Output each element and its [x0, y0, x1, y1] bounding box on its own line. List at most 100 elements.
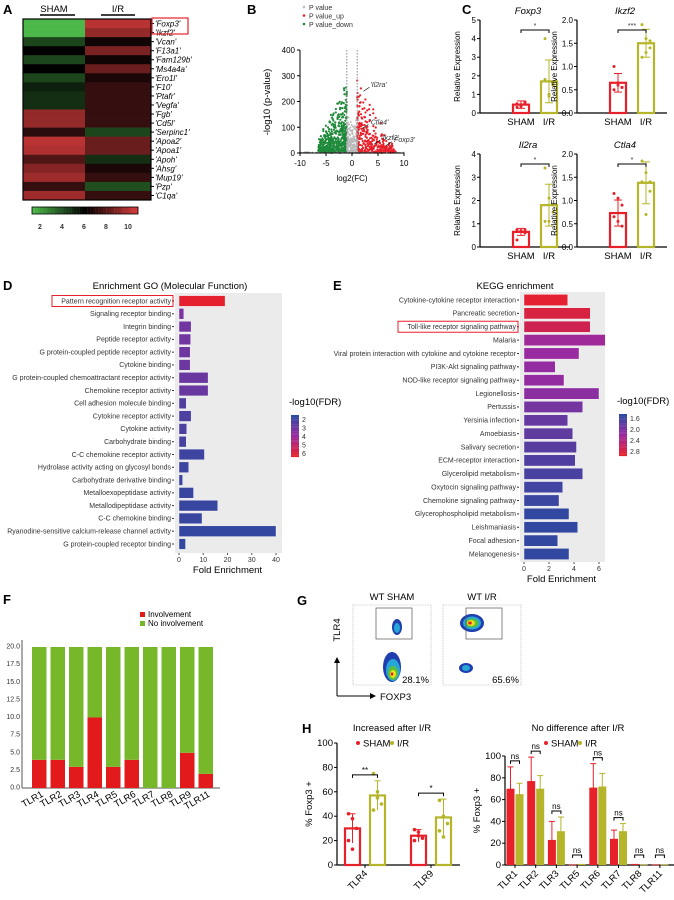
colorbar-tick-label: 10 [124, 224, 132, 231]
x-tick-label: 4 [572, 566, 576, 573]
data-point [437, 798, 442, 803]
legend-gradient [291, 415, 299, 417]
data-point [375, 796, 380, 800]
y-axis-label: Relative Expression [550, 165, 559, 236]
bar [651, 864, 660, 866]
category-label: Signaling receptor binding [90, 311, 171, 318]
colorbar-segment [42, 207, 46, 214]
gate-percent: 28.1% [402, 675, 429, 686]
y-tick-label: 0.0 [562, 109, 574, 118]
down-point [337, 137, 340, 140]
down-point [331, 117, 334, 121]
enrichment-bar [523, 294, 568, 306]
data-point [644, 37, 648, 41]
y-tick-label: 0 [328, 860, 333, 871]
colorbar-segment [32, 207, 35, 214]
panel-label-g: G [297, 593, 307, 608]
colorbar-segment [66, 207, 70, 214]
y-axis-label: % Foxp3 + [304, 781, 315, 827]
y-tick-label: 0.0 [10, 785, 20, 792]
stacked-bar-segment [32, 759, 47, 788]
up-point [384, 149, 387, 152]
data-point [547, 196, 551, 200]
axis-arrows [336, 661, 372, 697]
annotation-label: 'Foxp3' [393, 137, 416, 144]
data-point [412, 827, 417, 832]
data-point [648, 180, 652, 184]
significance-label: * [534, 157, 537, 164]
bar [577, 863, 586, 865]
legend-title: -log10(FDR) [289, 397, 341, 408]
enrichment-bar [178, 333, 191, 345]
legend-gradient [619, 425, 627, 427]
down-point [344, 127, 347, 130]
category-label: Viral protein interaction with cytokine … [334, 351, 517, 358]
up-point [388, 144, 391, 147]
down-point [329, 113, 333, 117]
legend-label: Involvement [148, 610, 192, 619]
significance-bracket [418, 792, 444, 797]
legend-gradient [619, 454, 627, 457]
enrichment-bar [523, 481, 563, 493]
colorbar-segment [87, 207, 91, 214]
down-point [341, 133, 344, 136]
colorbar-segment [61, 207, 64, 214]
ns-point [351, 125, 354, 128]
legend-label: No involvement [148, 619, 204, 628]
colorbar-segment [114, 207, 117, 214]
colorbar-segment [127, 207, 131, 214]
y-tick-label: 20.0 [6, 644, 20, 651]
heatmap-cell [85, 73, 151, 83]
colorbar-segment [69, 207, 72, 214]
colorbar-tick-label: 2 [38, 224, 42, 231]
legend-dot [356, 741, 360, 745]
data-point [543, 78, 547, 82]
chart-title: KEGG enrichment [476, 281, 553, 292]
up-point [372, 145, 375, 148]
down-point [337, 146, 340, 149]
category-label: Legionellosis [476, 391, 517, 398]
up-point [362, 129, 365, 132]
legend-dot [578, 741, 582, 745]
down-point [326, 141, 329, 144]
up-point [374, 135, 377, 138]
stacked-bar-segment [180, 647, 195, 753]
heatmap-cell [85, 64, 151, 74]
legend-dot [302, 5, 306, 9]
enrichment-bar [178, 525, 277, 537]
significance-bracket [617, 29, 647, 33]
data-point [523, 231, 527, 235]
column-label: I/R [112, 4, 124, 15]
significance-label: ns [531, 742, 539, 751]
heatmap-cell [23, 46, 85, 56]
legend-gradient [291, 429, 299, 431]
x-tick-label: 10 [199, 557, 207, 564]
annotation-line [385, 141, 392, 147]
legend-gradient [619, 422, 627, 424]
up-point [377, 144, 380, 147]
down-point [340, 101, 344, 104]
x-tick-label: I/R [640, 117, 652, 128]
chart-title: Foxp3 [515, 6, 542, 17]
down-point [338, 142, 341, 145]
y-tick-label: 1.5 [562, 39, 574, 48]
up-point [372, 112, 375, 115]
colorbar-segment [119, 207, 123, 214]
up-point [383, 134, 386, 137]
down-point [319, 139, 322, 142]
stacked-bar-segment [87, 717, 102, 788]
significance-label: ns [656, 846, 664, 855]
up-point [368, 120, 371, 123]
ns-point [351, 137, 354, 140]
heatmap-cell [85, 163, 151, 174]
y-tick-label: 2 [472, 197, 477, 206]
data-point [620, 85, 624, 89]
down-point [332, 128, 336, 131]
enrichment-bar [178, 384, 209, 397]
panel-label-c: C [462, 2, 472, 17]
y-tick-label: 40 [490, 816, 501, 827]
down-point [317, 143, 320, 147]
y-tick-label: 15.0 [6, 679, 20, 686]
data-point [543, 166, 547, 170]
